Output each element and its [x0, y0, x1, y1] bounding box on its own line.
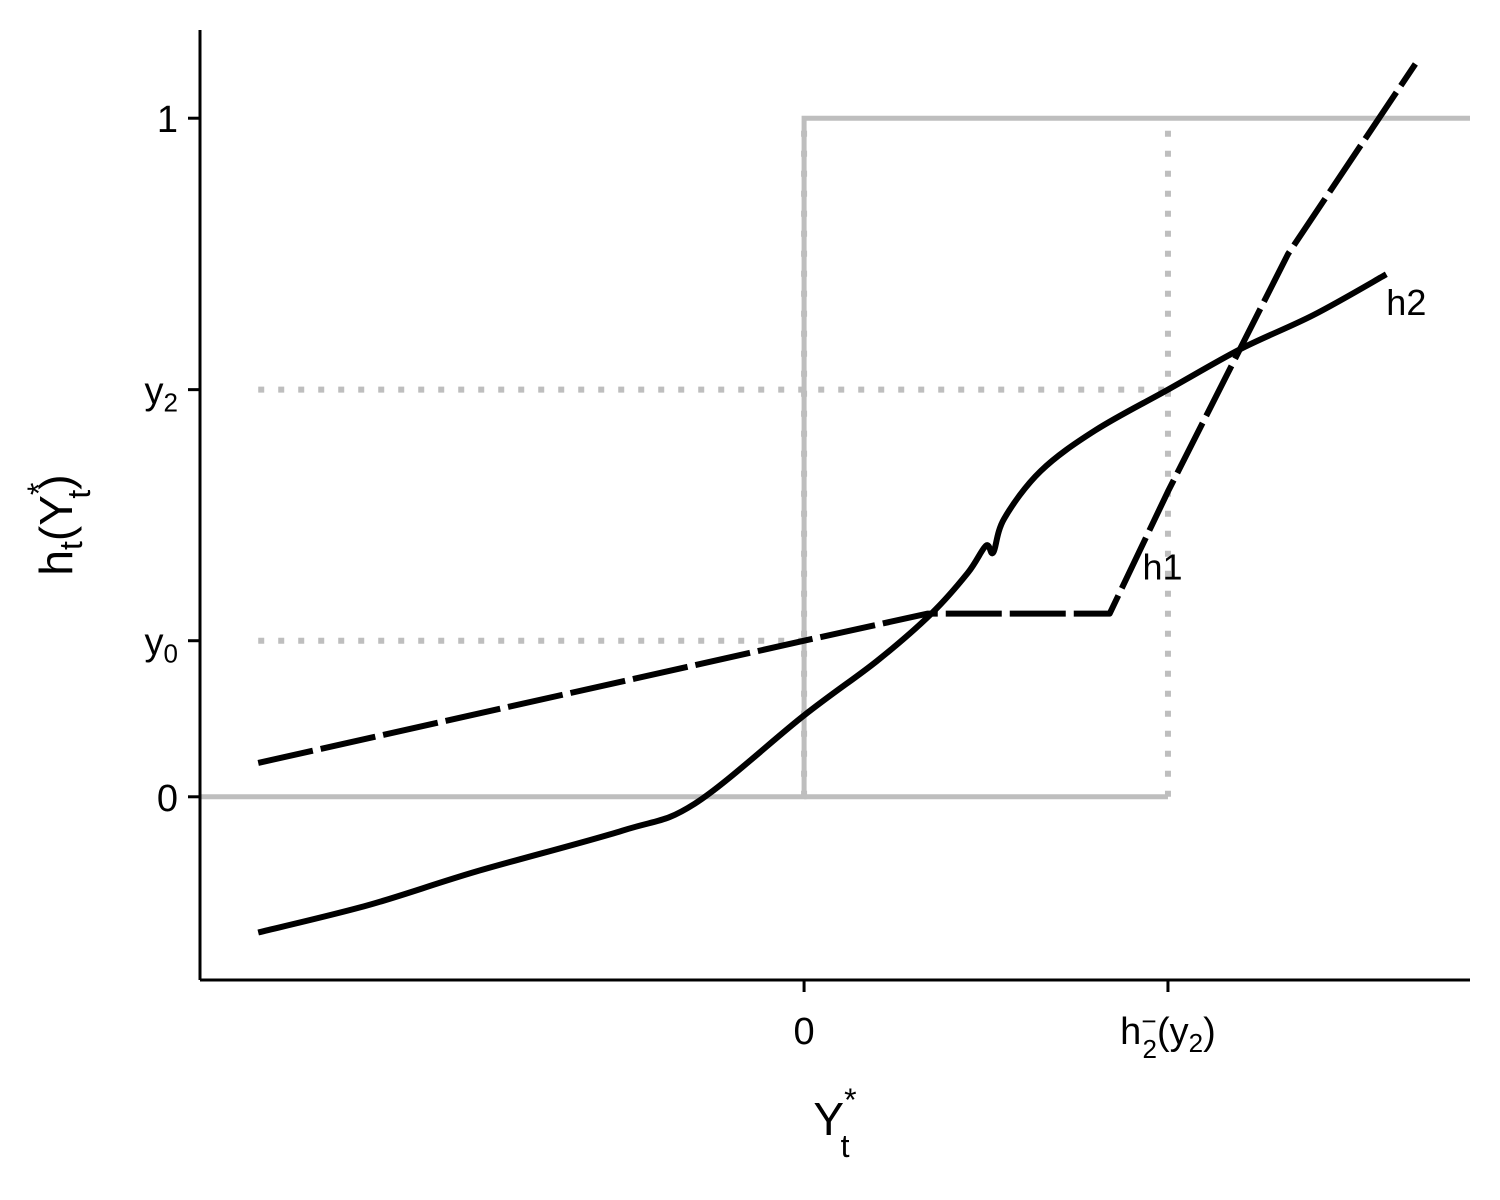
indicator-step	[200, 115, 1470, 800]
y-tick-label-0: 0	[157, 778, 178, 820]
y-axis-title: ht(Y* t)	[21, 474, 97, 575]
series-label-h2: h2	[1386, 282, 1426, 323]
series-label-h1: h1	[1142, 547, 1182, 588]
y-tick-label-y0: y0	[145, 622, 178, 669]
series-lines	[257, 62, 1418, 936]
x-tick-label-0: 0	[793, 1011, 814, 1053]
x-tick-label-h2-inverse: h− 2(y2)	[1120, 1006, 1216, 1064]
axes	[198, 30, 1470, 982]
y-tick-label-y2: y2	[145, 371, 178, 418]
ticks	[188, 116, 1170, 992]
series-line-h1	[257, 62, 1418, 766]
x-axis-title: Y* t	[813, 1082, 856, 1164]
y-tick-label-1: 1	[157, 99, 178, 141]
reference-lines	[258, 118, 1171, 797]
indicator-line	[200, 115, 1470, 800]
series-line-h2	[257, 271, 1388, 936]
